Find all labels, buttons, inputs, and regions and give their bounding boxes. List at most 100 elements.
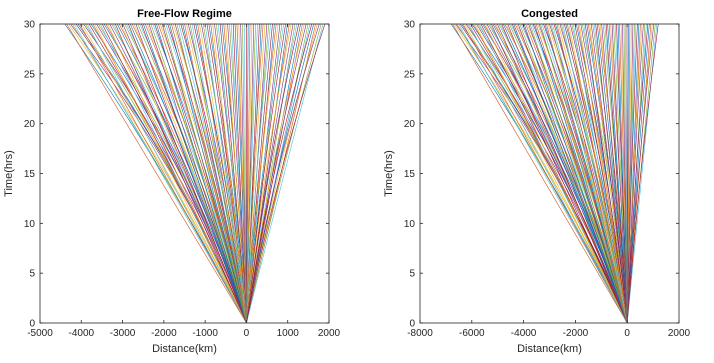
series-line: [519, 24, 628, 323]
series-line: [601, 24, 628, 323]
x-tick-label: 0: [244, 328, 250, 339]
y-tick-label: 15: [24, 169, 36, 180]
series-line: [456, 24, 628, 323]
x-tick-label: -2000: [151, 328, 177, 339]
series-line: [143, 24, 247, 323]
x-axis: -8000 -6000 -4000 -2000 0 2000: [407, 24, 691, 339]
series-line: [219, 24, 247, 323]
series-line: [626, 24, 655, 323]
series-line: [517, 24, 628, 323]
y-axis-label: Time(hrs): [383, 150, 395, 197]
series-line: [626, 24, 658, 323]
series-line: [626, 24, 644, 323]
y-tick-label: 25: [24, 69, 36, 80]
series-line: [115, 24, 247, 323]
x-tick-label: -4000: [68, 328, 94, 339]
y-tick-label: 5: [409, 269, 415, 280]
series-line: [66, 24, 247, 323]
series-line: [546, 24, 628, 323]
series-line: [589, 24, 628, 323]
y-tick-label: 30: [404, 20, 416, 31]
y-tick-label: 0: [409, 319, 415, 330]
series-line: [491, 24, 628, 323]
series-line: [148, 24, 247, 323]
series-line: [161, 24, 247, 323]
series-line: [474, 24, 628, 323]
y-axis: 0 5 10 15 20 25 30: [404, 20, 679, 330]
series-line: [246, 24, 266, 323]
series-line: [468, 24, 628, 323]
y-axis-label: Time(hrs): [3, 150, 15, 197]
series-line: [607, 24, 628, 323]
series-line: [73, 24, 247, 323]
x-tick-label: -1000: [192, 328, 218, 339]
series-line: [246, 24, 258, 323]
series-line: [626, 24, 638, 323]
series-line: [611, 24, 628, 323]
y-tick-label: 10: [404, 219, 416, 230]
series-line: [128, 24, 247, 323]
series-line: [529, 24, 628, 323]
series-line: [202, 24, 247, 323]
series-line: [501, 24, 628, 323]
y-tick-label: 20: [24, 119, 36, 130]
series-line: [135, 24, 247, 323]
x-tick-label: 1000: [277, 328, 300, 339]
x-tick-label: -2000: [563, 328, 589, 339]
series-line: [191, 24, 247, 323]
chart-congested: Congested -8000 -6000 -4000 -2000 0 2000 0 5 10…: [383, 8, 691, 355]
chart-free-flow: Free-Flow Regime -5000 -4000 -3000 -2000 -10…: [3, 8, 341, 355]
series-line: [246, 24, 264, 323]
x-axis-label: Distance(km): [517, 343, 582, 355]
x-axis: -5000 -4000 -3000 -2000 -1000 0 1000 2000: [27, 24, 341, 339]
series-line: [184, 24, 247, 323]
series-line: [81, 24, 247, 323]
y-tick-label: 5: [29, 269, 35, 280]
series-line: [176, 24, 247, 323]
series-line: [182, 24, 247, 323]
y-tick-label: 15: [404, 169, 416, 180]
x-tick-label: 2000: [668, 328, 691, 339]
series-line: [246, 24, 299, 323]
chart-title: Congested: [521, 8, 578, 20]
series-line: [617, 24, 628, 323]
series-line: [225, 24, 247, 323]
x-tick-label: -5000: [27, 328, 53, 339]
series-line: [573, 24, 628, 323]
series-line: [578, 24, 628, 323]
series-line: [129, 24, 247, 323]
series-line: [550, 24, 628, 323]
series-line: [107, 24, 247, 323]
y-tick-label: 0: [29, 319, 35, 330]
series-line: [540, 24, 628, 323]
series-line: [246, 24, 292, 323]
plot-lines: [64, 24, 326, 323]
series-line: [94, 24, 247, 323]
axes-box: [39, 23, 330, 324]
x-tick-label: -3000: [110, 328, 136, 339]
series-line: [197, 24, 247, 323]
series-line: [626, 24, 659, 323]
series-line: [150, 24, 247, 323]
series-line: [232, 24, 247, 323]
series-line: [189, 24, 247, 323]
series-line: [79, 24, 247, 323]
series-line: [246, 24, 324, 323]
series-line: [246, 24, 322, 323]
x-axis-label: Distance(km): [152, 343, 217, 355]
x-tick-label: 2000: [318, 328, 341, 339]
series-line: [246, 24, 285, 323]
plot-lines: [450, 24, 659, 323]
series-line: [556, 24, 628, 323]
series-line: [246, 24, 298, 323]
series-line: [562, 24, 628, 323]
y-tick-label: 30: [24, 20, 36, 31]
x-tick-label: -6000: [459, 328, 485, 339]
series-line: [626, 24, 649, 323]
series-line: [204, 24, 247, 323]
series-line: [246, 24, 305, 323]
series-line: [169, 24, 247, 323]
series-line: [534, 24, 628, 323]
x-tick-label: -8000: [407, 328, 433, 339]
